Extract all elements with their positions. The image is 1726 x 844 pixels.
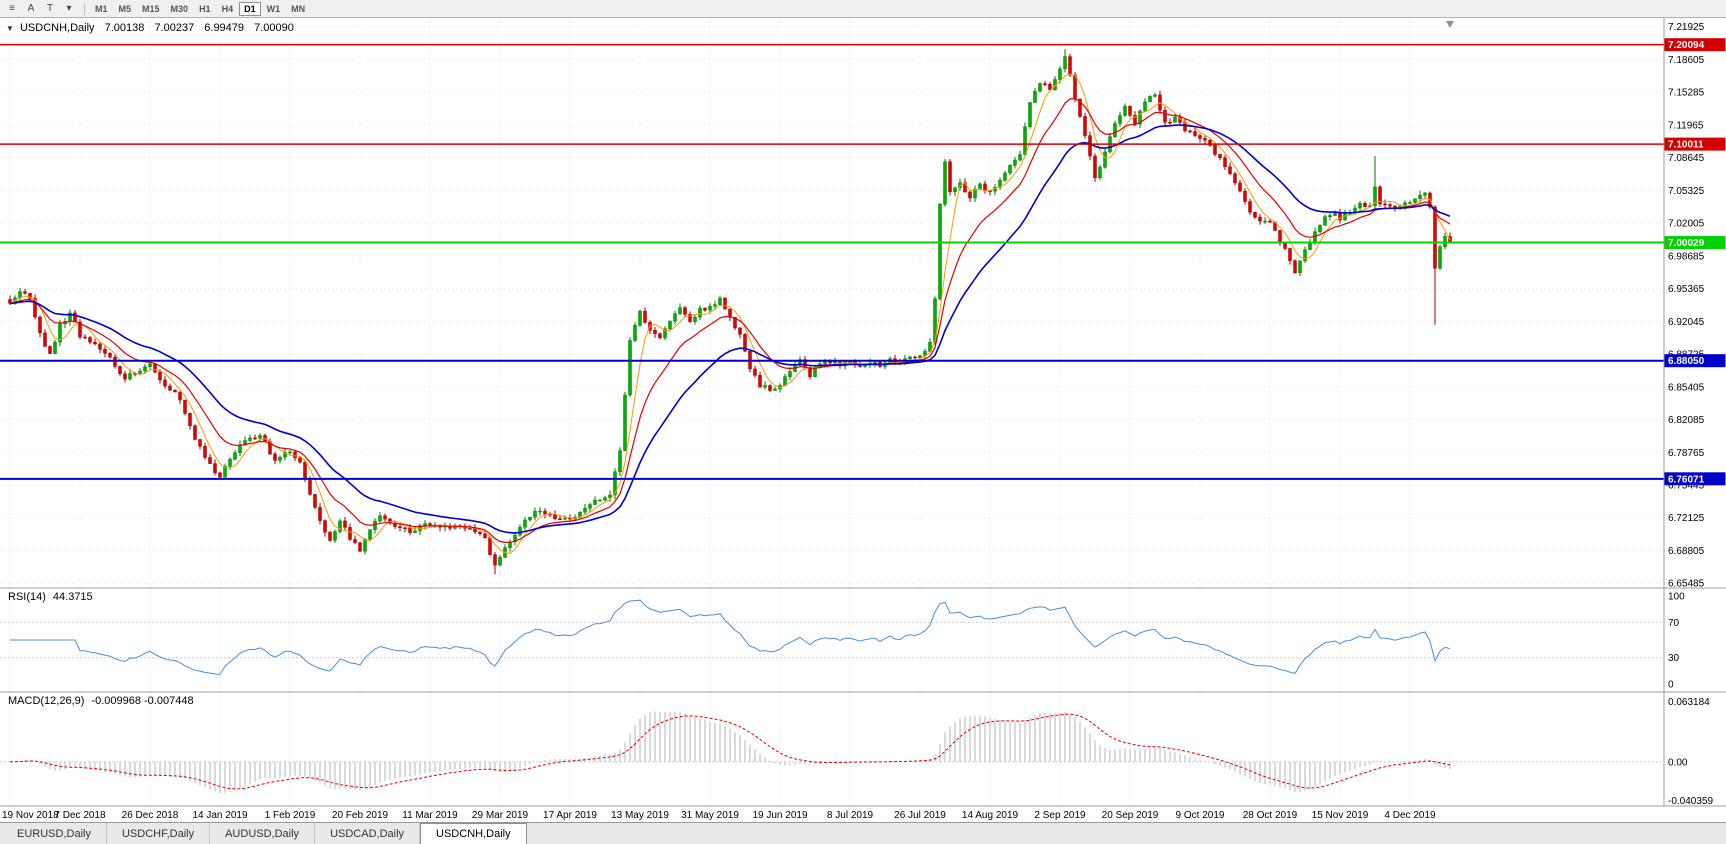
svg-text:6.95365: 6.95365	[1668, 284, 1705, 295]
tab-usdcad[interactable]: USDCAD,Daily	[315, 823, 421, 844]
svg-text:19 Jun 2019: 19 Jun 2019	[752, 810, 807, 821]
svg-text:6.65485: 6.65485	[1668, 579, 1705, 590]
rsi-name: RSI(14)	[8, 591, 46, 603]
ohlc-open: 7.00138	[104, 22, 145, 34]
tab-usdcnh[interactable]: USDCNH,Daily	[420, 823, 527, 844]
ma-26-line	[9, 124, 1451, 534]
svg-text:7.05325: 7.05325	[1668, 186, 1705, 197]
cursor-tool-icon[interactable]: A	[27, 3, 35, 14]
svg-text:9 Oct 2019: 9 Oct 2019	[1176, 810, 1225, 821]
svg-text:31 May 2019: 31 May 2019	[681, 810, 739, 821]
timeframe-m15-button[interactable]: M15	[142, 3, 160, 14]
ohlc-low: 6.99479	[204, 22, 245, 34]
svg-text:15 Nov 2019: 15 Nov 2019	[1312, 810, 1369, 821]
symbol-dropdown-icon[interactable]: ▼	[6, 24, 14, 33]
toolbar-icons: ≡ A T ▾	[3, 0, 79, 17]
hline-price-label: 7.00029	[1668, 238, 1705, 249]
ohlc-close: 7.00090	[254, 22, 294, 34]
chart-background	[0, 18, 1726, 822]
svg-text:1 Feb 2019: 1 Feb 2019	[265, 810, 316, 821]
macd-histogram	[14, 711, 1451, 793]
svg-text:7 Dec 2018: 7 Dec 2018	[54, 810, 106, 821]
svg-text:6.92045: 6.92045	[1668, 317, 1705, 328]
timeframe-m30-button[interactable]: M30	[170, 3, 189, 14]
price-scale[interactable]: 7.21925 7.18605 7.15285 7.11965 7.08645 7.053…	[1664, 22, 1726, 807]
svg-text:20 Feb 2019: 20 Feb 2019	[332, 810, 389, 821]
svg-text:2 Sep 2019: 2 Sep 2019	[1034, 810, 1086, 821]
svg-text:4 Dec 2019: 4 Dec 2019	[1384, 810, 1436, 821]
macd-signal-line	[9, 713, 1451, 790]
tab-audusd[interactable]: AUDUSD,Daily	[210, 823, 316, 844]
svg-text:30: 30	[1668, 653, 1680, 664]
svg-text:7.02005: 7.02005	[1668, 219, 1705, 230]
macd-label: MACD(12,26,9) -0.009968 -0.007448	[8, 695, 194, 707]
hline-price-label: 6.88050	[1668, 356, 1705, 367]
timeframe-h1-button[interactable]: H1	[199, 3, 211, 14]
svg-text:17 Apr 2019: 17 Apr 2019	[543, 810, 597, 821]
rsi-line	[10, 599, 1451, 675]
svg-text:20 Sep 2019: 20 Sep 2019	[1102, 810, 1159, 821]
tab-usdchf[interactable]: USDCHF,Daily	[107, 823, 211, 844]
text-tool-icon[interactable]: T	[46, 3, 54, 14]
timeframe-d1-button[interactable]: D1	[239, 1, 261, 16]
symbol-tab-bar: EURUSD,Daily USDCHF,Daily AUDUSD,Daily USDC…	[0, 822, 1726, 844]
svg-text:13 May 2019: 13 May 2019	[611, 810, 669, 821]
svg-text:7.15285: 7.15285	[1668, 88, 1705, 99]
rsi-value: 44.3715	[52, 591, 93, 603]
svg-text:0: 0	[1668, 680, 1674, 691]
svg-text:6.85405: 6.85405	[1668, 382, 1705, 393]
hline-price-label: 6.76071	[1668, 474, 1705, 485]
svg-text:100: 100	[1668, 592, 1685, 603]
svg-text:70: 70	[1668, 618, 1680, 629]
macd-name: MACD(12,26,9)	[8, 695, 85, 707]
svg-text:6.98685: 6.98685	[1668, 251, 1705, 262]
hline-price-label: 7.10011	[1668, 140, 1704, 151]
svg-text:26 Jul 2019: 26 Jul 2019	[894, 810, 946, 821]
price-chart-canvas[interactable]: 7.21925 7.18605 7.15285 7.11965 7.08645 7.053…	[0, 18, 1726, 822]
svg-text:7.18605: 7.18605	[1668, 55, 1705, 66]
svg-text:14 Jan 2019: 14 Jan 2019	[192, 810, 247, 821]
svg-text:28 Oct 2019: 28 Oct 2019	[1243, 810, 1298, 821]
svg-text:29 Mar 2019: 29 Mar 2019	[472, 810, 529, 821]
svg-text:7.21925: 7.21925	[1668, 22, 1705, 33]
svg-text:7.08645: 7.08645	[1668, 153, 1705, 164]
svg-text:6.75445: 6.75445	[1668, 480, 1705, 491]
macd-values: -0.009968 -0.007448	[91, 695, 194, 707]
objects-dropdown-icon[interactable]: ▾	[66, 3, 72, 14]
svg-text:0.00: 0.00	[1668, 757, 1688, 768]
svg-text:11 Mar 2019: 11 Mar 2019	[402, 810, 458, 821]
timeframe-h4-button[interactable]: H4	[221, 3, 234, 14]
hline-price-label: 7.20094	[1668, 40, 1705, 51]
svg-text:6.82085: 6.82085	[1668, 415, 1705, 426]
svg-text:19 Nov 2018: 19 Nov 2018	[2, 810, 59, 821]
tab-eurusd[interactable]: EURUSD,Daily	[2, 823, 107, 844]
svg-text:0.063184: 0.063184	[1668, 697, 1710, 708]
timeframe-w1-button[interactable]: W1	[266, 3, 281, 14]
timeframe-buttons: M1 M5 M15 M30 H1 H4 D1 W1 MN	[90, 0, 311, 17]
svg-text:14 Aug 2019: 14 Aug 2019	[962, 810, 1019, 821]
svg-text:7.11965: 7.11965	[1668, 120, 1704, 131]
rsi-label: RSI(14) 44.3715	[8, 591, 93, 603]
ma-5-line	[9, 73, 1451, 554]
toolbar-separator	[84, 2, 85, 15]
svg-text:6.78765: 6.78765	[1668, 448, 1705, 459]
charts-menu-icon[interactable]: ≡	[9, 3, 15, 14]
svg-text:6.68805: 6.68805	[1668, 546, 1705, 557]
svg-text:-0.040359: -0.040359	[1668, 796, 1713, 807]
timeframe-m5-button[interactable]: M5	[118, 3, 132, 14]
timeframe-mn-button[interactable]: MN	[291, 3, 306, 14]
timeframe-m1-button[interactable]: M1	[95, 3, 108, 14]
svg-text:6.72125: 6.72125	[1668, 513, 1705, 524]
svg-text:8 Jul 2019: 8 Jul 2019	[827, 810, 874, 821]
chart-shift-marker-icon[interactable]	[1446, 21, 1454, 28]
svg-text:26 Dec 2018: 26 Dec 2018	[122, 810, 179, 821]
toolbar: ≡ A T ▾ M1 M5 M15 M30 H1 H4 D1 W1 MN	[0, 0, 1726, 18]
symbol-period-label: USDCNH,Daily	[19, 22, 95, 34]
chart-title: ▼ USDCNH,Daily 7.00138 7.00237 6.99479 7…	[6, 22, 294, 34]
ohlc-high: 7.00237	[154, 22, 195, 34]
chart-area[interactable]: 7.21925 7.18605 7.15285 7.11965 7.08645 7.053…	[0, 18, 1726, 822]
